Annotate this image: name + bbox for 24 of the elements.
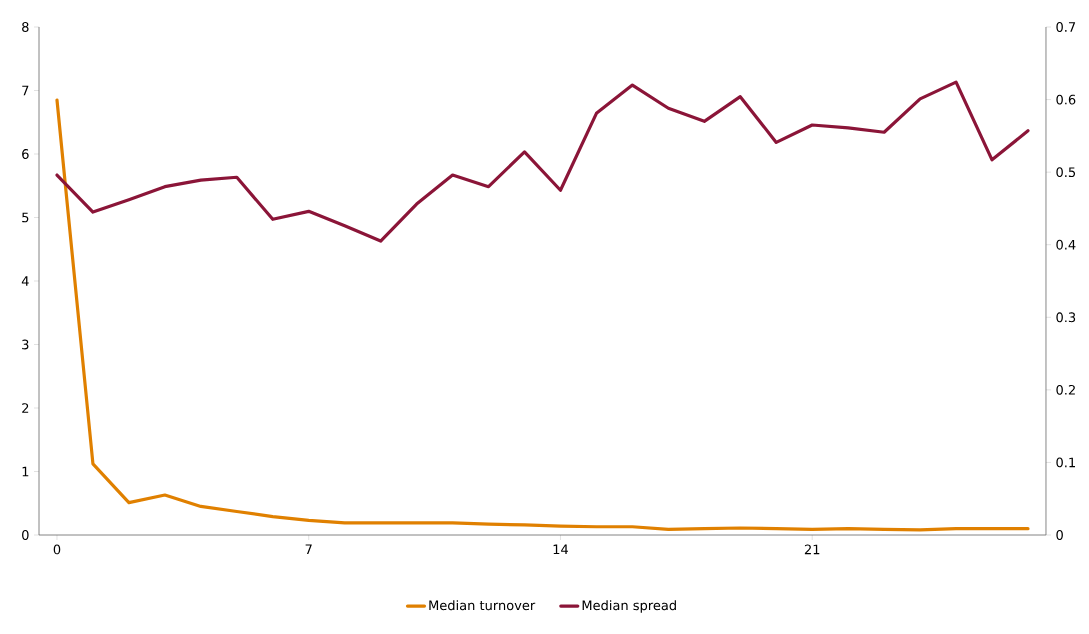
y-tick-label: 8 [22, 22, 29, 32]
y2-tick-label: 0.3 [1056, 312, 1076, 323]
y-tick-label: 2 [22, 403, 29, 413]
y2-tick-label: 0.7 [1056, 22, 1076, 32]
y-tick-label: 0 [22, 530, 29, 540]
x-tick-label: 14 [553, 544, 569, 555]
y-tick-label: 4 [21, 276, 29, 286]
y2-tick-label: 0.5 [1056, 167, 1076, 178]
x-tick-label: 7 [305, 544, 312, 555]
y-tick-label: 5 [22, 212, 29, 223]
legend-label: Median turnover [429, 600, 536, 611]
y2-tick-label: 0 [1056, 530, 1063, 540]
line-series [55, 80, 1030, 243]
y2-tick-label: 0.6 [1056, 94, 1076, 105]
y-tick-label: 3 [22, 339, 29, 350]
y2-tick-label: 0.4 [1056, 239, 1076, 250]
y2-tick-label: 0.2 [1056, 384, 1075, 395]
y2-tick-label: 0.1 [1056, 457, 1075, 468]
y-tick-label: 1 [22, 466, 29, 477]
legend-label: Median spread [582, 600, 676, 613]
y-tick-label: 7 [22, 85, 29, 96]
x-tick-label: 0 [53, 544, 61, 555]
x-tick-label: 21 [804, 544, 820, 555]
y-tick-label: 6 [22, 149, 29, 159]
